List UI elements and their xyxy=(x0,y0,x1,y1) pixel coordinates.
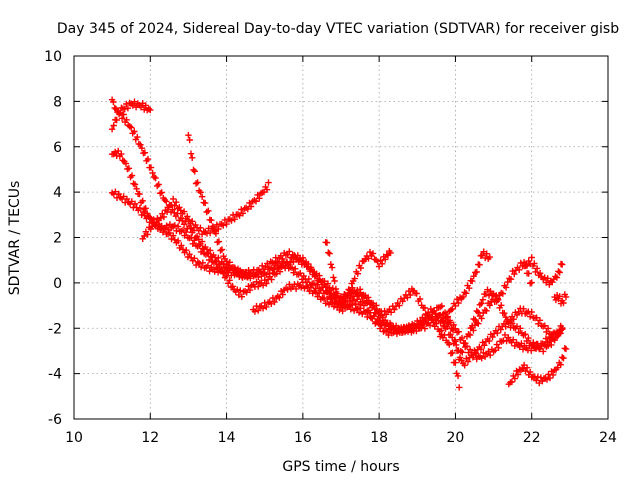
data-point-markers xyxy=(551,291,570,307)
y-tick-label: 4 xyxy=(53,185,62,201)
data-point-markers xyxy=(108,96,535,363)
y-tick-label: 10 xyxy=(44,49,62,65)
data-point-markers xyxy=(505,345,570,388)
data-point-markers xyxy=(322,239,394,309)
series-track-3 xyxy=(108,147,566,369)
y-tick-label: -4 xyxy=(48,367,62,383)
x-tick-label: 12 xyxy=(141,430,159,446)
series-track-5 xyxy=(139,179,272,242)
y-axis-label: SDTVAR / TECUs xyxy=(7,181,23,296)
grid-lines xyxy=(74,56,608,419)
x-axis-label: GPS time / hours xyxy=(282,459,399,475)
data-point-markers xyxy=(467,286,566,355)
x-tick-label: 16 xyxy=(294,430,312,446)
x-tick-label: 14 xyxy=(218,430,236,446)
series-track-2 xyxy=(108,98,154,133)
data-point-markers xyxy=(520,254,566,288)
series-track-9 xyxy=(437,248,493,340)
plot-frame xyxy=(73,55,609,420)
y-tick-label: 2 xyxy=(53,231,62,247)
y-tick-label: -2 xyxy=(48,321,62,337)
y-tick-label: -6 xyxy=(48,412,62,428)
series-track-10 xyxy=(467,286,566,355)
data-point-markers xyxy=(108,98,154,133)
series-track-13 xyxy=(551,291,570,307)
series-track-12 xyxy=(520,254,566,288)
x-tick-label: 20 xyxy=(447,430,465,446)
series-track-8 xyxy=(322,239,394,309)
data-point-markers xyxy=(108,147,566,369)
y-tick-label: 0 xyxy=(53,276,62,292)
x-tick-label: 18 xyxy=(370,430,388,446)
data-point-markers xyxy=(437,248,493,340)
series-track-1 xyxy=(108,96,535,363)
y-tick-label: 6 xyxy=(53,140,62,156)
chart-title: Day 345 of 2024, Sidereal Day-to-day VTE… xyxy=(57,21,619,37)
x-tick-labels: 10 12 14 16 18 20 22 24 xyxy=(65,430,617,446)
data-series xyxy=(108,96,570,391)
y-tick-labels: -6 -4 -2 0 2 4 6 8 10 xyxy=(44,49,62,428)
data-point-markers xyxy=(185,132,253,281)
x-tick-label: 24 xyxy=(599,430,617,446)
x-tick-label: 22 xyxy=(523,430,541,446)
series-track-6 xyxy=(185,132,253,281)
data-point-markers xyxy=(139,179,272,242)
x-tick-label: 10 xyxy=(65,430,83,446)
y-tick-label: 8 xyxy=(53,94,62,110)
series-track-11 xyxy=(505,345,570,388)
